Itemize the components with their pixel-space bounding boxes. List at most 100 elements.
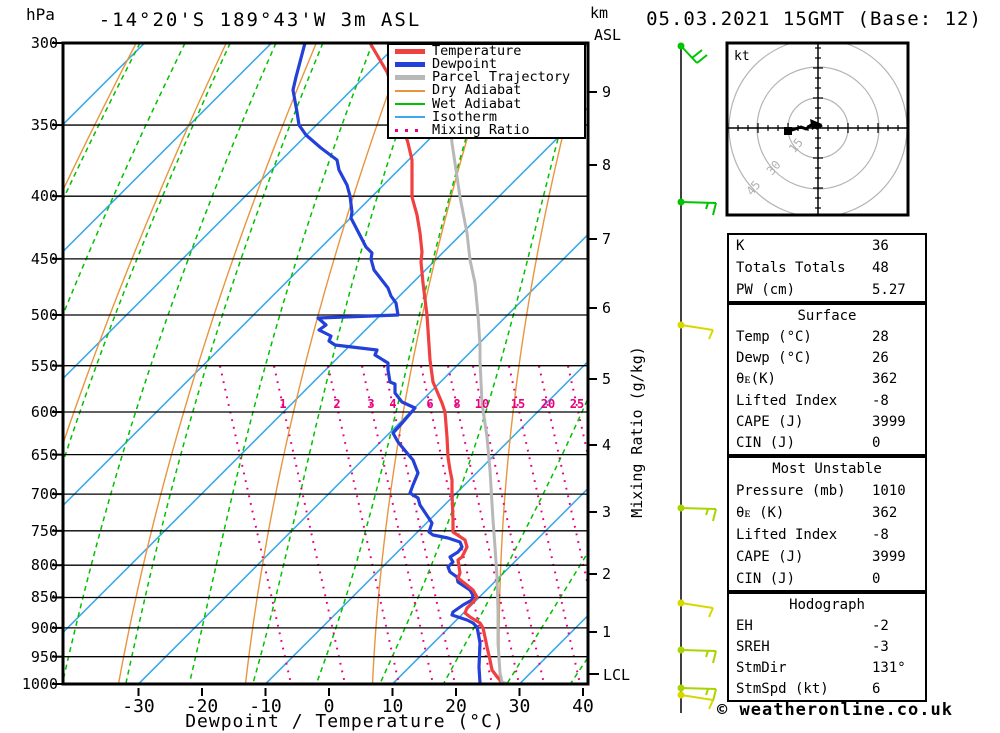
wet-adiabat-line xyxy=(125,43,324,684)
pressure-axis-label: 350 xyxy=(30,116,58,135)
hodograph-border xyxy=(725,41,910,217)
table-row-label: StmSpd (kt) xyxy=(736,681,829,698)
parcel_trajectory-curve xyxy=(443,43,504,684)
pressure-axis-label: 900 xyxy=(30,618,58,637)
legend-box: Temperature Dewpoint Parcel Trajectory Dry … xyxy=(387,43,586,139)
indices-table-surface: Surface Temp (°C) 28 Dewp (°C) 26 θᴇ(K) 362 Lif… xyxy=(727,303,927,456)
table-row-label: PW (cm) xyxy=(736,282,796,298)
mixing-ratio-value-label: 2 xyxy=(333,397,341,411)
table-row: K 36 xyxy=(729,238,925,254)
mixing-ratio-axis-title: Mixing Ratio (g/kg) xyxy=(628,346,646,518)
mixing-ratio-value-label: 10 xyxy=(474,397,490,411)
wet-adiabat-line xyxy=(188,43,374,684)
legend-label: Dry Adiabat xyxy=(432,82,522,99)
legend-row: Temperature xyxy=(389,43,584,60)
table-row: CIN (J) 0 xyxy=(729,571,925,587)
mixing-ratio-value-label: 6 xyxy=(426,397,434,411)
isotherm-line xyxy=(63,43,400,380)
mixing-ratio-line xyxy=(361,365,434,684)
km-axis-label: 5 xyxy=(602,370,612,388)
legend-swatch-dewpoint xyxy=(395,62,425,68)
wet-adiabat-line xyxy=(63,43,141,202)
hodograph-trace xyxy=(787,123,823,133)
wind-barb-icon xyxy=(680,201,717,204)
temperature-axis-label: 20 xyxy=(445,696,467,717)
legend-swatch-wet-adiabat xyxy=(395,103,425,106)
legend-label: Wet Adiabat xyxy=(432,95,522,112)
temperature-axis-label: 30 xyxy=(508,696,531,717)
table-row: Lifted Index -8 xyxy=(729,527,925,543)
legend-label: Isotherm xyxy=(432,108,498,125)
table-row-value: -8 xyxy=(872,393,889,410)
table-row-value: 5.27 xyxy=(872,282,906,298)
table-row-value: 362 xyxy=(872,370,898,387)
legend-swatch-dry-adiabat xyxy=(395,89,425,92)
legend-row: Parcel Trajectory xyxy=(389,71,584,84)
dry-adiabat-line xyxy=(940,43,1000,684)
pressure-axis-label: 450 xyxy=(30,249,58,268)
dry-adiabat-line xyxy=(63,43,227,446)
pressure-axis-label: 400 xyxy=(30,187,58,206)
isotherm-line xyxy=(264,360,588,684)
table-row-label: StmDir xyxy=(736,660,787,677)
plot-frame xyxy=(61,41,590,686)
temperature-axis-label: 40 xyxy=(572,696,594,717)
km-axis-label: 8 xyxy=(602,156,612,174)
pressure-axis-label: 950 xyxy=(30,647,58,666)
table-row-value: 3999 xyxy=(872,549,906,566)
km-axis-label: 1 xyxy=(602,623,612,641)
pressure-axis-label: 800 xyxy=(30,556,58,575)
temperature-axis-label: 10 xyxy=(381,696,404,717)
asl-axis-header: ASL xyxy=(594,26,622,44)
table-row-value: 6 xyxy=(872,681,881,698)
table-row-label: θᴇ(K) xyxy=(736,370,776,387)
table-section-header: Most Unstable xyxy=(772,460,882,477)
wet-adiabat-line xyxy=(252,43,429,684)
legend-label: Temperature xyxy=(432,43,522,60)
mixing-ratio-line xyxy=(219,365,292,684)
indices-table-most-unstable: Most Unstable Pressure (mb) 1010 θᴇ (K) 362 L… xyxy=(727,456,927,592)
legend-row: Mixing Ratio xyxy=(389,123,584,137)
wind-barb-icon xyxy=(680,694,714,701)
table-row: θᴇ (K) 362 xyxy=(729,505,925,522)
table-row-value: 0 xyxy=(872,435,881,452)
mixing-ratio-value-label: 15 xyxy=(510,397,526,411)
isotherm-line xyxy=(63,106,588,634)
temperature-axis-label: -10 xyxy=(249,696,282,717)
wet-adiabat-line xyxy=(63,43,231,465)
plot-border xyxy=(61,41,590,686)
table-row-label: CIN (J) xyxy=(736,571,796,588)
hodograph-ring-label: 15 xyxy=(786,135,806,155)
table-row: CAPE (J) 3999 xyxy=(729,414,925,430)
km-axis-label: 9 xyxy=(602,83,612,101)
table-row-label: Lifted Index xyxy=(736,527,838,544)
legend-row: Isotherm xyxy=(389,108,584,125)
dry-adiabat-line xyxy=(117,43,317,684)
pressure-axis-label: 650 xyxy=(30,445,58,464)
legend-swatch-isotherm xyxy=(395,116,425,119)
table-row-value: 3999 xyxy=(872,414,906,431)
table-row: Lifted Index -8 xyxy=(729,393,925,409)
km-axis-label: 3 xyxy=(602,503,612,521)
legend-swatch-mixing-ratio xyxy=(395,128,425,132)
pressure-axis-label: 850 xyxy=(30,588,58,607)
table-row: Dewp (°C) 26 xyxy=(729,350,925,366)
wind-barb-column xyxy=(677,42,717,713)
pressure-axis-label: 1000 xyxy=(21,675,58,693)
legend-label: Dewpoint xyxy=(432,56,498,73)
dewpoint-curve xyxy=(291,43,484,684)
km-axis-label: 2 xyxy=(602,565,612,583)
table-row: CAPE (J) 3999 xyxy=(729,549,925,565)
legend-row: Wet Adiabat xyxy=(389,95,584,112)
mixing-ratio-value-label: 1 xyxy=(279,397,287,411)
datetime-label: 05.03.2021 15GMT (Base: 12) xyxy=(646,8,982,30)
table-row: EH -2 xyxy=(729,618,925,634)
isotherm-line xyxy=(63,43,273,253)
wind-barb-icon xyxy=(680,687,717,690)
mixing-ratio-value-label: 8 xyxy=(453,397,461,411)
temperature-axis-label: -20 xyxy=(185,696,219,717)
indices-table-hodograph: Hodograph EH -2 SREH -3 StmDir 131° StmSpd (kt)… xyxy=(727,592,927,702)
